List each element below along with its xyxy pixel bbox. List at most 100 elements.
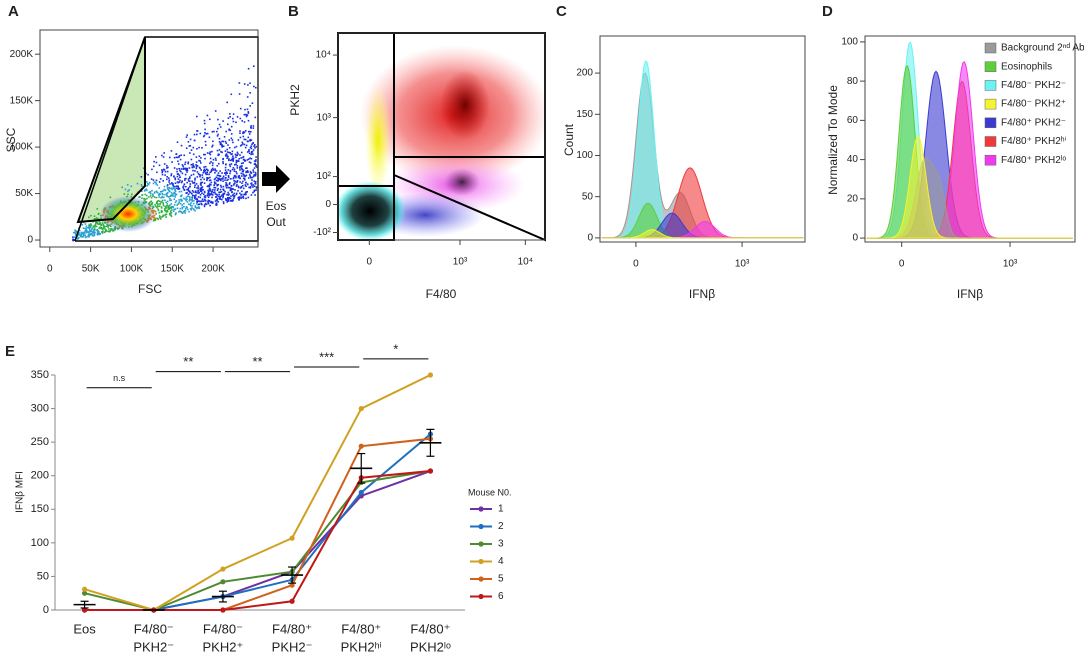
event-dot	[213, 191, 215, 194]
event-dot	[245, 170, 248, 173]
event-dot	[210, 201, 212, 204]
event-dot	[213, 186, 215, 189]
event-dot	[251, 184, 253, 186]
event-dot	[155, 179, 158, 182]
event-dot	[229, 172, 231, 175]
event-dot	[252, 142, 254, 144]
event-dot	[176, 173, 179, 175]
event-dot	[255, 145, 257, 148]
event-dot	[212, 158, 215, 161]
legend-dot	[478, 576, 484, 582]
event-dot	[253, 190, 255, 193]
series-line	[84, 374, 431, 612]
event-dot	[252, 149, 255, 151]
event-dot	[181, 204, 183, 206]
event-dot	[214, 110, 217, 112]
event-dot	[239, 107, 242, 110]
event-dot	[234, 174, 236, 177]
legend-swatch	[984, 154, 997, 166]
event-dot	[183, 167, 186, 170]
event-dot	[102, 223, 105, 226]
event-dot	[197, 203, 200, 206]
event-dot	[224, 166, 227, 169]
event-dot	[249, 105, 251, 107]
event-dot	[189, 198, 191, 200]
event-dot	[96, 222, 99, 224]
event-dot	[177, 160, 179, 163]
event-dot	[156, 171, 158, 174]
event-dot	[255, 187, 258, 189]
event-dot	[146, 194, 148, 197]
event-dot	[247, 84, 249, 86]
y-tick-label: 10²	[317, 171, 332, 182]
event-dot	[161, 154, 163, 157]
event-dot	[158, 212, 161, 214]
x-tick-label: 100K	[120, 264, 144, 275]
event-dot	[180, 211, 182, 213]
event-dot	[72, 236, 74, 238]
event-dot	[181, 194, 183, 196]
event-dot	[204, 128, 206, 131]
event-dot	[96, 233, 99, 236]
event-dot	[169, 204, 171, 206]
event-dot	[222, 162, 224, 165]
x-tick-label: PKH2ˡᵒ	[410, 639, 451, 653]
event-dot	[170, 194, 172, 197]
event-dot	[184, 173, 187, 176]
event-dot	[203, 205, 206, 208]
event-dot	[240, 172, 243, 175]
event-dot	[242, 197, 245, 199]
event-dot	[166, 207, 168, 209]
event-dot	[105, 225, 108, 228]
event-dot	[233, 146, 236, 149]
event-dot	[187, 141, 190, 143]
event-dot	[216, 165, 219, 167]
event-dot	[90, 214, 92, 217]
event-dot	[222, 201, 225, 203]
event-dot	[219, 198, 222, 200]
event-dot	[185, 147, 188, 149]
event-dot	[173, 191, 175, 194]
event-dot	[204, 172, 207, 174]
event-dot	[201, 176, 204, 179]
event-dot	[207, 199, 210, 202]
event-dot	[93, 232, 96, 235]
event-dot	[209, 176, 211, 179]
event-dot	[141, 197, 143, 199]
event-dot	[254, 194, 256, 196]
event-dot	[195, 194, 197, 196]
event-dot	[212, 162, 214, 164]
event-dot	[208, 194, 210, 197]
event-dot	[235, 185, 238, 187]
legend-dot	[478, 541, 484, 547]
event-dot	[251, 176, 254, 179]
event-dot	[198, 146, 200, 149]
event-dot	[195, 161, 198, 163]
legend-label: F4/80⁺ PKH2ˡᵒ	[1001, 155, 1066, 166]
event-dot	[171, 182, 173, 184]
event-dot	[164, 214, 166, 217]
event-dot	[255, 156, 257, 158]
event-dot	[207, 196, 210, 198]
event-dot	[210, 192, 213, 195]
event-dot	[230, 153, 232, 156]
event-dot	[166, 176, 168, 178]
event-dot	[227, 178, 229, 181]
event-dot	[217, 172, 220, 174]
legend-label: 4	[498, 556, 504, 567]
data-point	[358, 489, 364, 496]
event-dot	[218, 141, 221, 143]
event-dot	[187, 190, 190, 192]
event-dot	[94, 223, 97, 225]
event-dot	[195, 156, 198, 158]
event-dot	[245, 115, 248, 118]
legend-label: 5	[498, 574, 504, 585]
event-dot	[151, 202, 154, 204]
event-dot	[174, 188, 177, 190]
event-dot	[169, 213, 171, 215]
event-dot	[237, 185, 240, 188]
event-dot	[209, 153, 212, 156]
event-dot	[153, 165, 155, 168]
event-dot	[191, 199, 193, 201]
event-dot	[241, 168, 243, 171]
